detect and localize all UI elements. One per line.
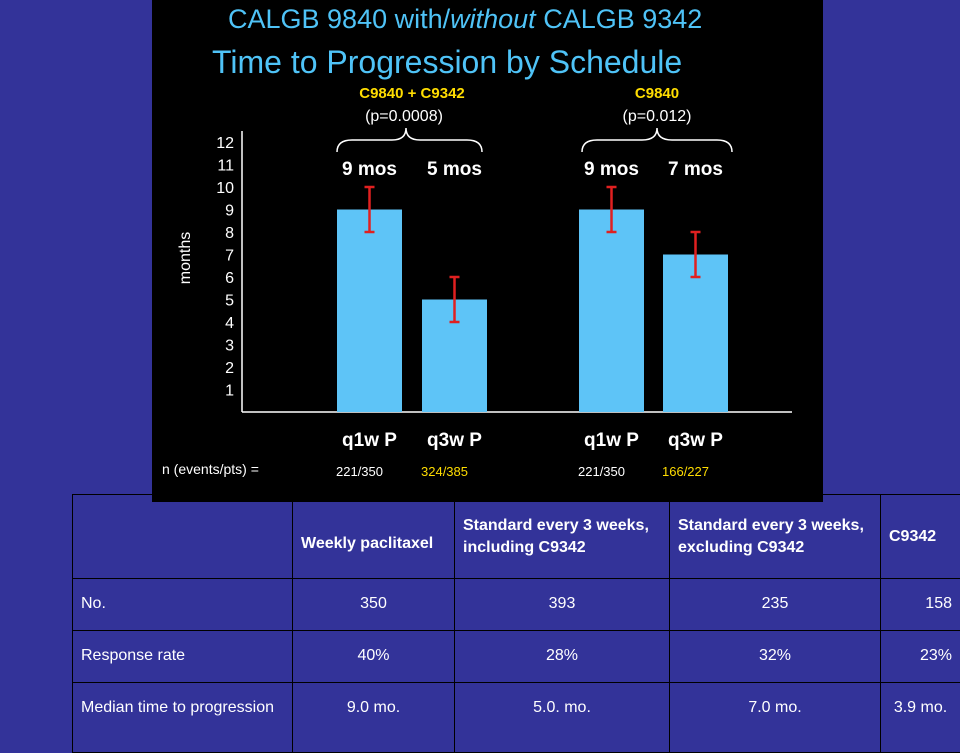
table-cell: 393 [455, 579, 670, 631]
table-cell: 5.0. mo. [455, 683, 670, 753]
table-row: No. 350 393 235 158 [73, 579, 960, 631]
table-header-cell: Standard every 3 weeks, excluding C9342 [670, 495, 881, 579]
chart-title-line1: CALGB 9840 with/without CALGB 9342 [228, 4, 702, 34]
group-label-combined: C9840 + C9342 [359, 85, 465, 102]
y-tick-label: 11 [217, 158, 234, 175]
bar [579, 210, 644, 413]
bar-n-label: 221/350 [578, 464, 625, 479]
y-tick-label: 2 [225, 360, 234, 377]
p-value-c9840: (p=0.012) [623, 108, 692, 125]
table-cell: 23% [881, 631, 960, 683]
table-cell: 9.0 mo. [293, 683, 455, 753]
p-value-combined: (p=0.0008) [365, 108, 443, 125]
y-tick-label: 10 [216, 180, 234, 197]
table-cell: 28% [455, 631, 670, 683]
bar-value-label: 9 mos [584, 159, 639, 180]
table-header-cell: C9342 [881, 495, 960, 579]
brace-combined [337, 128, 482, 152]
table-cell: 235 [670, 579, 881, 631]
chart-title-line2: Time to Progression by Schedule [212, 44, 682, 80]
y-tick-label: 6 [225, 270, 234, 287]
group-label-c9840: C9840 [635, 85, 679, 102]
table-cell: Response rate [73, 631, 293, 683]
bars: 9 mos q1w P 221/350 5 mos q3w P 324/385 9 mos q… [336, 159, 728, 479]
bar-value-label: 7 mos [668, 159, 723, 180]
bar [337, 210, 402, 413]
y-tick-label: 8 [225, 225, 234, 242]
bar-value-label: 9 mos [342, 159, 397, 180]
table-header-cell [73, 495, 293, 579]
table-header-row: Weekly paclitaxel Standard every 3 weeks… [73, 495, 960, 579]
bar-category-label: q1w P [342, 430, 397, 451]
table-cell: 7.0 mo. [670, 683, 881, 753]
chart: CALGB 9840 with/without CALGB 9342 Time … [152, 0, 823, 502]
bar-n-label: 324/385 [421, 464, 468, 479]
y-tick-label: 12 [216, 135, 234, 152]
table-cell: 158 [881, 579, 960, 631]
y-tick-label: 1 [225, 383, 234, 400]
table-cell: Median time to progression [73, 683, 293, 753]
n-events-label: n (events/pts) = [162, 461, 259, 477]
y-tick-label: 3 [225, 338, 234, 355]
brace-c9840 [582, 128, 732, 152]
y-axis-label: months [177, 232, 194, 284]
bar-n-label: 166/227 [662, 464, 709, 479]
table-header-cell: Standard every 3 weeks, including C9342 [455, 495, 670, 579]
bar-value-label: 5 mos [427, 159, 482, 180]
table-cell: 40% [293, 631, 455, 683]
y-tick-label: 9 [225, 203, 234, 220]
table-row: Response rate 40% 28% 32% 23% [73, 631, 960, 683]
bar-category-label: q3w P [668, 430, 723, 451]
table-cell: 32% [670, 631, 881, 683]
results-table: Weekly paclitaxel Standard every 3 weeks… [72, 494, 960, 753]
slide-image: CALGB 9840 with/without CALGB 9342 Time … [152, 0, 823, 502]
y-tick-label: 7 [225, 248, 234, 265]
bar-n-label: 221/350 [336, 464, 383, 479]
table-cell: No. [73, 579, 293, 631]
table-header-cell: Weekly paclitaxel [293, 495, 455, 579]
table-row: Median time to progression 9.0 mo. 5.0. … [73, 683, 960, 753]
y-tick-label: 4 [225, 315, 234, 332]
bar-category-label: q3w P [427, 430, 482, 451]
y-tick-label: 5 [225, 293, 234, 310]
table-cell: 3.9 mo. [881, 683, 960, 753]
table-cell: 350 [293, 579, 455, 631]
bar-category-label: q1w P [584, 430, 639, 451]
